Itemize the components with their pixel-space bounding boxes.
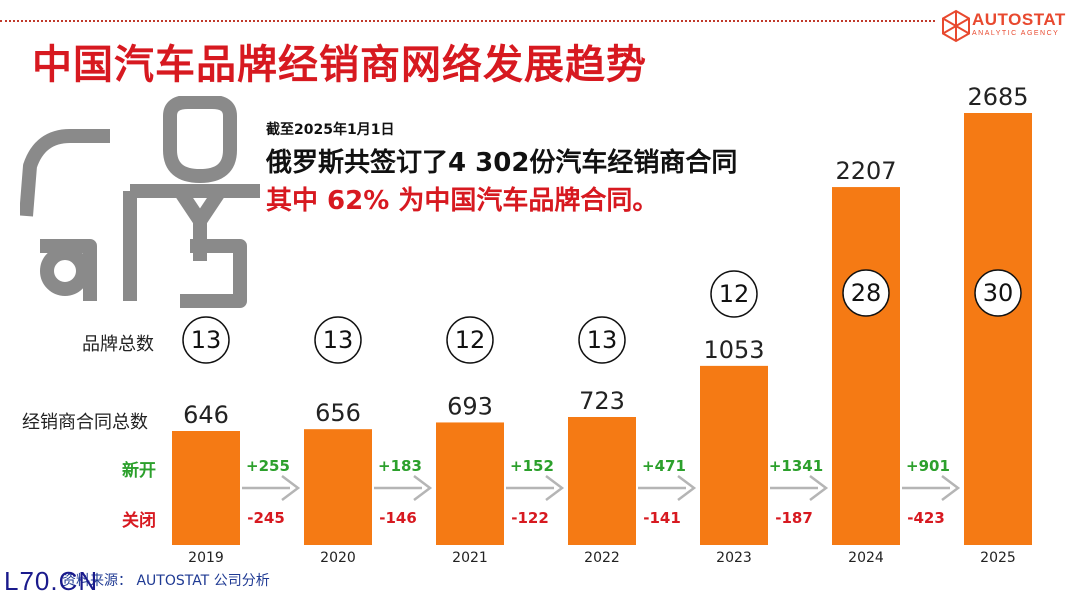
brand-count-2019: 13 [191,326,222,354]
opened-label-2024: +901 [906,457,950,475]
year-label-2023: 2023 [716,550,752,566]
closed-label-2020: -146 [379,509,417,527]
bar-2020 [304,429,372,545]
year-label-2020: 2020 [320,550,356,566]
year-label-2025: 2025 [980,550,1016,566]
brand-count-circle-2019 [182,316,230,364]
top-divider [0,20,935,22]
bar-2023 [700,365,768,545]
flow-arrow-2023 [770,475,829,501]
value-label-2022: 723 [579,387,625,415]
brand-count-2024: 28 [851,279,882,307]
row-label-closed: 关闭 [122,511,156,531]
source-note: 资料来源： AUTOSTAT 公司分析 [62,573,270,589]
year-label-2021: 2021 [452,550,488,566]
brand-count-2020: 13 [323,326,354,354]
flow-arrow-2019 [242,475,301,501]
page-title: 中国汽车品牌经销商网络发展趋势 [32,42,647,88]
closed-label-2023: -187 [775,509,813,527]
sub-headline: 其中 62% 为中国汽车品牌合同。 [266,186,659,216]
flow-arrow-2021 [506,475,565,501]
brand-count-circle-2025 [974,269,1022,317]
watermark: L70.CN [4,566,99,596]
date-note: 截至2025年1月1日 [266,122,395,138]
brand-count-2023: 12 [719,280,750,308]
opened-label-2021: +152 [510,457,554,475]
row-label-brands: 品牌总数 [82,334,154,355]
value-label-2020: 656 [315,399,361,427]
bar-2021 [436,422,504,545]
headline: 俄罗斯共签订了4 302份汽车经销商合同 [266,148,738,178]
closed-label-2021: -122 [511,509,549,527]
closed-label-2022: -141 [643,509,681,527]
brand-count-2022: 13 [587,326,618,354]
brand-count-circle-2024 [842,269,890,317]
year-label-2019: 2019 [188,550,224,566]
flow-arrow-2020 [374,475,433,501]
brand-count-circle-2021 [446,316,494,364]
value-label-2025: 2685 [967,83,1028,111]
opened-label-2020: +183 [378,457,422,475]
brand-count-circle-2023 [710,270,758,318]
bar-2025 [964,113,1032,545]
bar-2022 [568,417,636,545]
brand-count-circle-2022 [578,316,626,364]
value-label-2019: 646 [183,401,229,429]
year-label-2024: 2024 [848,550,884,566]
opened-label-2023: +1341 [769,457,823,475]
row-label-contracts: 经销商合同总数 [22,412,148,433]
brand-count-2021: 12 [455,326,486,354]
bar-2024 [832,187,900,545]
row-label-opened: 新开 [122,461,156,481]
flow-arrow-2022 [638,475,697,501]
value-label-2023: 1053 [703,336,764,364]
closed-label-2019: -245 [247,509,285,527]
year-label-2022: 2022 [584,550,620,566]
logo-tagline: ANALYTIC AGENCY [972,30,1060,37]
logo-name: AUTOSTAT [972,10,1066,29]
flow-arrow-2024 [902,475,961,501]
opened-label-2019: +255 [246,457,290,475]
brand-count-circle-2020 [314,316,362,364]
bar-2019 [172,431,240,545]
value-label-2021: 693 [447,392,493,420]
value-label-2024: 2207 [835,157,896,185]
opened-label-2022: +471 [642,457,686,475]
brand-count-2025: 30 [983,279,1014,307]
closed-label-2024: -423 [907,509,945,527]
dealer-person-icon [20,96,260,308]
autostat-logo-icon [942,9,970,43]
